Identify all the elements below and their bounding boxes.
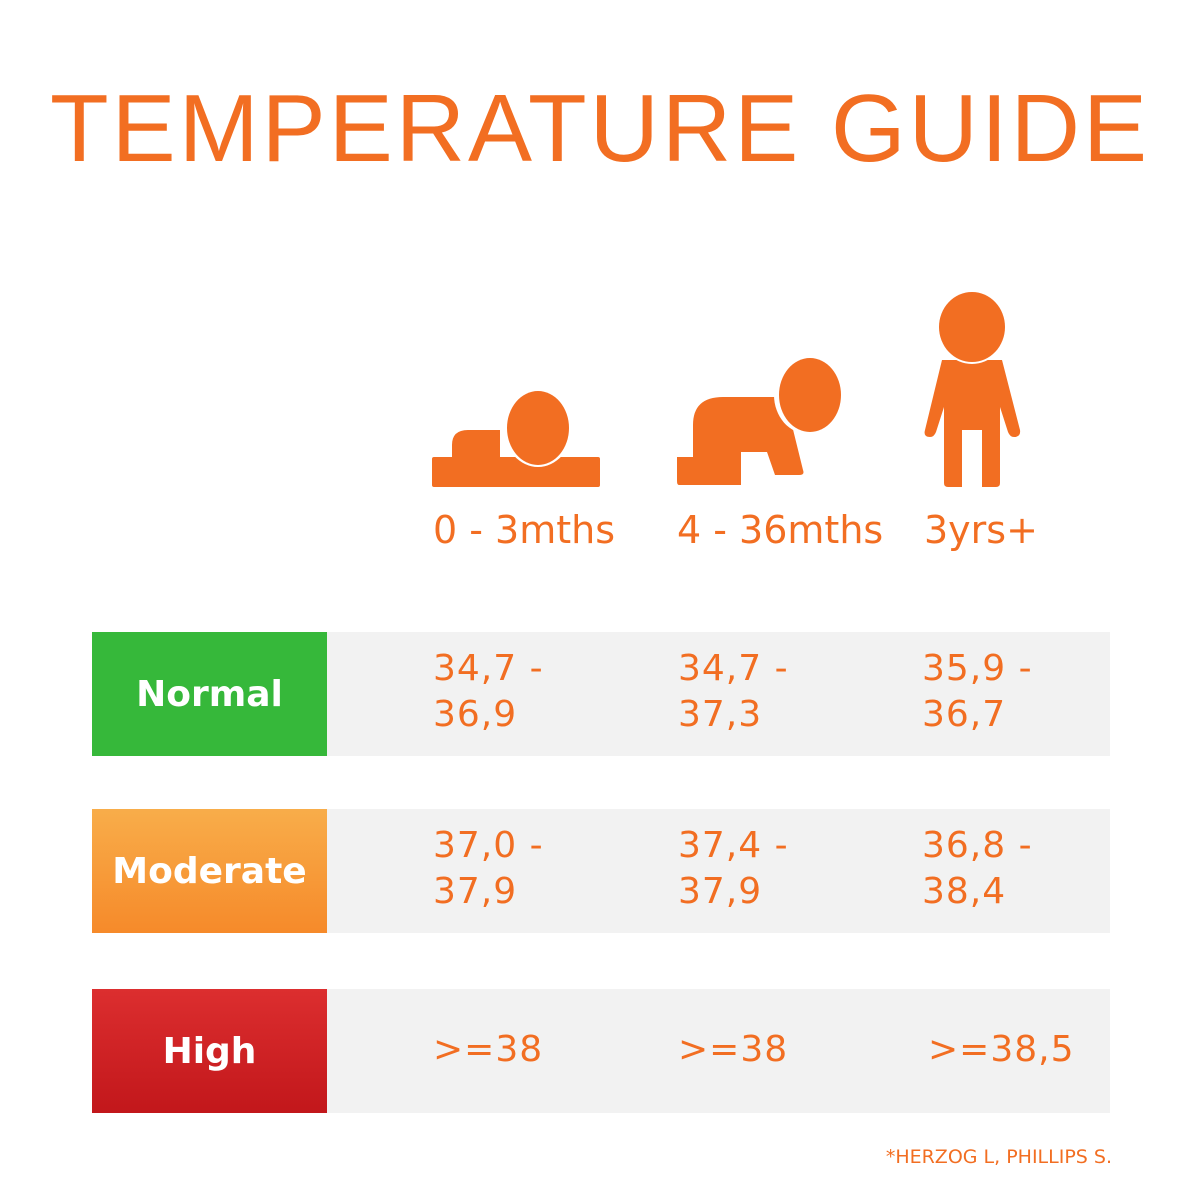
- standing-child-icon: [924, 290, 1021, 487]
- cell-moderate-0-3mths: 37,0 -37,9: [433, 825, 544, 912]
- reference-note: *HERZOG L, PHILLIPS S.: [885, 1146, 1112, 1168]
- cell-high-3yrs: >=38,5: [928, 1029, 1075, 1070]
- cell-normal-4-36mths: 34,7 -37,3: [678, 648, 789, 735]
- row-high: High >=38 >=38 >=38,5: [92, 989, 1110, 1113]
- row-moderate: Moderate 37,0 -37,9 37,4 -37,9 36,8 -38,…: [92, 809, 1110, 933]
- cell-moderate-3yrs: 36,8 -38,4: [922, 825, 1033, 912]
- label-moderate: Moderate: [92, 809, 327, 933]
- label-high: High: [92, 989, 327, 1113]
- crawling-baby-icon: [677, 356, 842, 485]
- cell-moderate-4-36mths: 37,4 -37,9: [678, 825, 789, 912]
- cell-high-4-36mths: >=38: [678, 1029, 789, 1070]
- age-label-4-36mths: 4 - 36mths: [677, 508, 884, 552]
- age-label-0-3mths: 0 - 3mths: [433, 508, 616, 552]
- page-title: TEMPERATURE GUIDE: [50, 75, 1150, 182]
- label-normal: Normal: [92, 632, 327, 756]
- cell-high-0-3mths: >=38: [433, 1029, 544, 1070]
- age-label-3yrs: 3yrs+: [924, 508, 1038, 552]
- cell-normal-0-3mths: 34,7 -36,9: [433, 648, 544, 735]
- lying-baby-icon: [432, 389, 600, 487]
- cell-normal-3yrs: 35,9 -36,7: [922, 648, 1033, 735]
- row-normal: Normal 34,7 -36,9 34,7 -37,3 35,9 -36,7: [92, 632, 1110, 756]
